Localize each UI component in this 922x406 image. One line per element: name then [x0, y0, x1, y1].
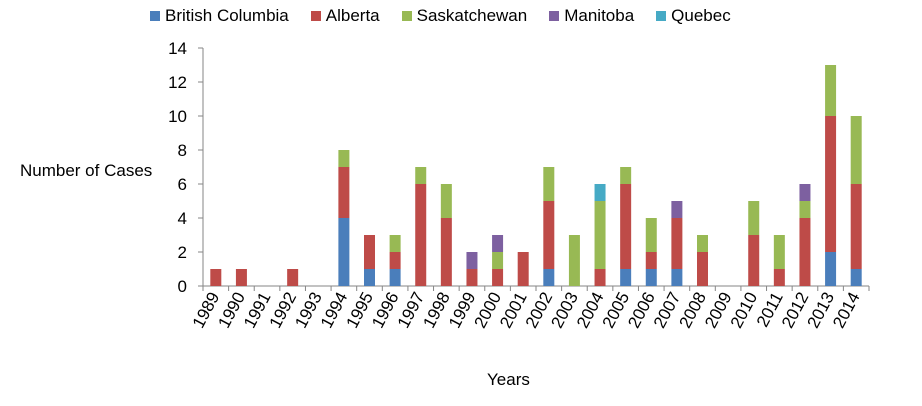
legend-item-saskatchewan: Saskatchewan — [401, 6, 528, 26]
y-tick-label: 12 — [168, 73, 187, 92]
bar-segment-british-columbia-1995 — [364, 269, 375, 286]
bar-segment-alberta-2004 — [594, 269, 606, 286]
bar-segment-saskatchewan-2010 — [748, 201, 760, 235]
legend-swatch-manitoba — [549, 11, 560, 21]
bar-segment-alberta-2014 — [850, 184, 862, 269]
y-tick-label: 6 — [178, 175, 187, 194]
bar-segment-british-columbia-2007 — [671, 269, 683, 286]
legend-item-manitoba: Manitoba — [549, 6, 634, 26]
bar-segment-saskatchewan-2013 — [825, 65, 837, 116]
bar-segment-saskatchewan-2011 — [773, 235, 785, 269]
x-tick-label-2010: 2010 — [727, 289, 762, 331]
bar-segment-british-columbia-2013 — [825, 252, 837, 286]
y-tick-label: 4 — [178, 209, 187, 228]
x-axis-title: Years — [487, 370, 530, 389]
bar-segment-alberta-2001 — [517, 252, 529, 286]
bar-segment-british-columbia-2005 — [620, 269, 632, 286]
bar-segment-manitoba-2012 — [799, 184, 811, 201]
bar-segment-british-columbia-2006 — [645, 269, 657, 286]
bar-segment-british-columbia-1996 — [389, 269, 401, 286]
bar-segment-alberta-1990 — [235, 269, 247, 286]
x-tick-label-2014: 2014 — [829, 289, 864, 331]
legend-label-alberta: Alberta — [325, 6, 380, 25]
bar-segment-alberta-2006 — [645, 252, 657, 269]
y-tick-label: 10 — [168, 107, 187, 126]
legend-label-saskatchewan: Saskatchewan — [416, 6, 528, 25]
bar-segment-saskatchewan-2002 — [543, 167, 555, 201]
y-tick-label: 8 — [178, 141, 187, 160]
bar-segment-saskatchewan-1994 — [338, 150, 350, 167]
bar-segment-saskatchewan-2014 — [850, 116, 862, 184]
legend-swatch-alberta — [310, 11, 321, 21]
y-tick-label: 14 — [168, 39, 187, 58]
bar-segment-saskatchewan-1997 — [415, 167, 427, 184]
bar-segment-alberta-1994 — [338, 167, 350, 218]
bar-segment-alberta-2002 — [543, 201, 555, 269]
bar-segment-quebec-2004 — [594, 184, 606, 201]
bar-segment-alberta-1989 — [210, 269, 222, 286]
bar-segment-saskatchewan-2004 — [594, 201, 606, 269]
bar-segment-british-columbia-2002 — [543, 269, 555, 286]
bar-segment-manitoba-1999 — [466, 252, 478, 269]
legend-swatch-quebec — [656, 11, 667, 21]
legend-swatch-british-columbia — [150, 11, 160, 21]
legend-item-quebec: Quebec — [656, 6, 731, 26]
legend-label-manitoba: Manitoba — [564, 6, 635, 25]
bar-segment-british-columbia-1994 — [338, 218, 350, 286]
bar-segment-alberta-2012 — [799, 218, 811, 286]
y-axis-title: Number of Cases — [20, 161, 153, 180]
bar-segment-alberta-2008 — [697, 252, 708, 286]
bar-segment-saskatchewan-2006 — [645, 218, 657, 252]
bar-segment-alberta-2005 — [620, 184, 632, 269]
bar-segment-saskatchewan-2005 — [620, 167, 632, 184]
legend-item-alberta: Alberta — [310, 6, 380, 26]
chart-legend: British Columbia Alberta Saskatchewan Ma… — [150, 6, 753, 26]
bar-segment-manitoba-2000 — [492, 235, 504, 252]
bar-segment-british-columbia-2014 — [850, 269, 862, 286]
legend-swatch-saskatchewan — [401, 11, 412, 21]
bar-segment-alberta-2010 — [748, 235, 760, 286]
legend-label-british-columbia: British Columbia — [165, 6, 289, 25]
bar-segment-alberta-1997 — [415, 184, 427, 286]
legend-item-british-columbia: British Columbia — [150, 6, 289, 26]
bar-segment-alberta-1996 — [389, 252, 401, 269]
bar-segment-alberta-1998 — [440, 218, 452, 286]
bar-segment-saskatchewan-2000 — [492, 252, 504, 269]
bar-segment-saskatchewan-2008 — [697, 235, 708, 252]
legend-label-quebec: Quebec — [671, 6, 731, 25]
bar-segment-alberta-1995 — [364, 235, 375, 269]
bar-segment-alberta-1999 — [466, 269, 478, 286]
bar-segment-alberta-2011 — [773, 269, 785, 286]
bar-segment-saskatchewan-1996 — [389, 235, 401, 252]
y-tick-label: 2 — [178, 243, 187, 262]
bar-segment-saskatchewan-2003 — [568, 235, 580, 286]
bar-segment-saskatchewan-2012 — [799, 201, 811, 218]
bar-segment-manitoba-2007 — [671, 201, 683, 218]
bar-segment-alberta-1992 — [287, 269, 299, 286]
bar-segment-alberta-2007 — [671, 218, 683, 269]
bar-segment-saskatchewan-1998 — [440, 184, 452, 218]
bar-segment-alberta-2013 — [825, 116, 837, 252]
y-tick-label: 0 — [178, 277, 187, 296]
bar-segment-alberta-2000 — [492, 269, 504, 286]
